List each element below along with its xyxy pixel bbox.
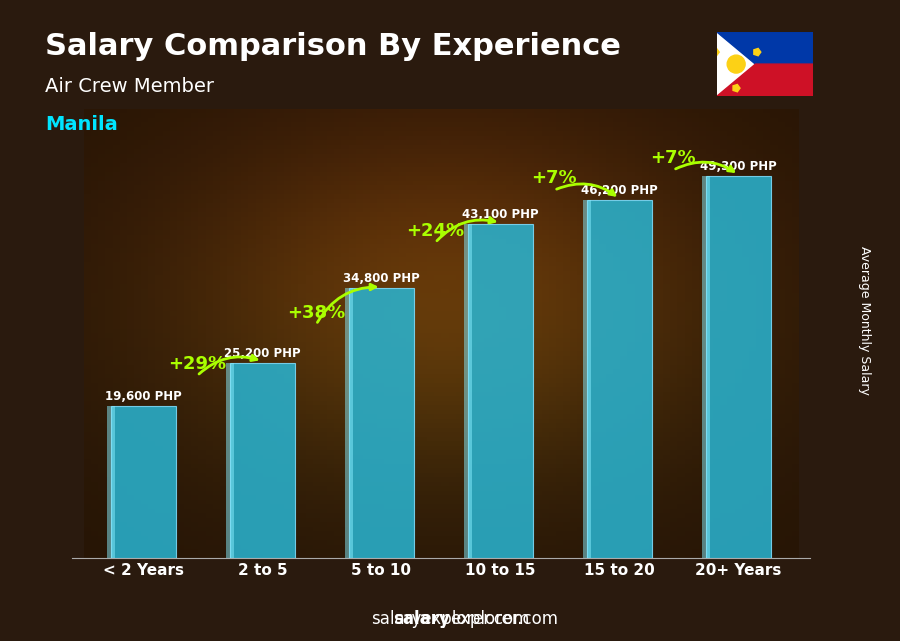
Text: 19,600 PHP: 19,600 PHP <box>105 390 182 403</box>
Bar <box>583 200 590 558</box>
Text: explorer.com: explorer.com <box>450 610 558 628</box>
Text: 46,200 PHP: 46,200 PHP <box>581 184 658 197</box>
Text: 43,100 PHP: 43,100 PHP <box>463 208 539 221</box>
Bar <box>349 288 414 558</box>
Circle shape <box>727 55 745 73</box>
Text: +7%: +7% <box>651 149 696 167</box>
Polygon shape <box>717 64 813 96</box>
Polygon shape <box>717 32 755 96</box>
Text: +29%: +29% <box>168 354 226 373</box>
Bar <box>587 200 652 558</box>
Polygon shape <box>754 49 760 56</box>
Text: +38%: +38% <box>287 304 345 322</box>
Bar <box>464 224 472 558</box>
Text: +7%: +7% <box>531 169 577 187</box>
Polygon shape <box>712 49 719 56</box>
Text: +24%: +24% <box>406 222 464 240</box>
Bar <box>230 363 295 558</box>
Bar <box>702 176 710 558</box>
Text: salaryexplorer.com: salaryexplorer.com <box>371 610 529 628</box>
Text: 49,300 PHP: 49,300 PHP <box>700 160 777 173</box>
Polygon shape <box>733 85 740 92</box>
Bar <box>107 406 114 558</box>
Text: 34,800 PHP: 34,800 PHP <box>343 272 420 285</box>
Bar <box>226 363 234 558</box>
Bar <box>345 288 353 558</box>
Text: salary: salary <box>393 610 450 628</box>
Text: Average Monthly Salary: Average Monthly Salary <box>858 246 870 395</box>
Bar <box>706 176 771 558</box>
Bar <box>468 224 533 558</box>
Text: 25,200 PHP: 25,200 PHP <box>224 347 301 360</box>
Bar <box>111 406 176 558</box>
Text: Salary Comparison By Experience: Salary Comparison By Experience <box>45 32 621 61</box>
Polygon shape <box>717 32 813 64</box>
Text: Manila: Manila <box>45 115 118 135</box>
Text: Air Crew Member: Air Crew Member <box>45 77 214 96</box>
